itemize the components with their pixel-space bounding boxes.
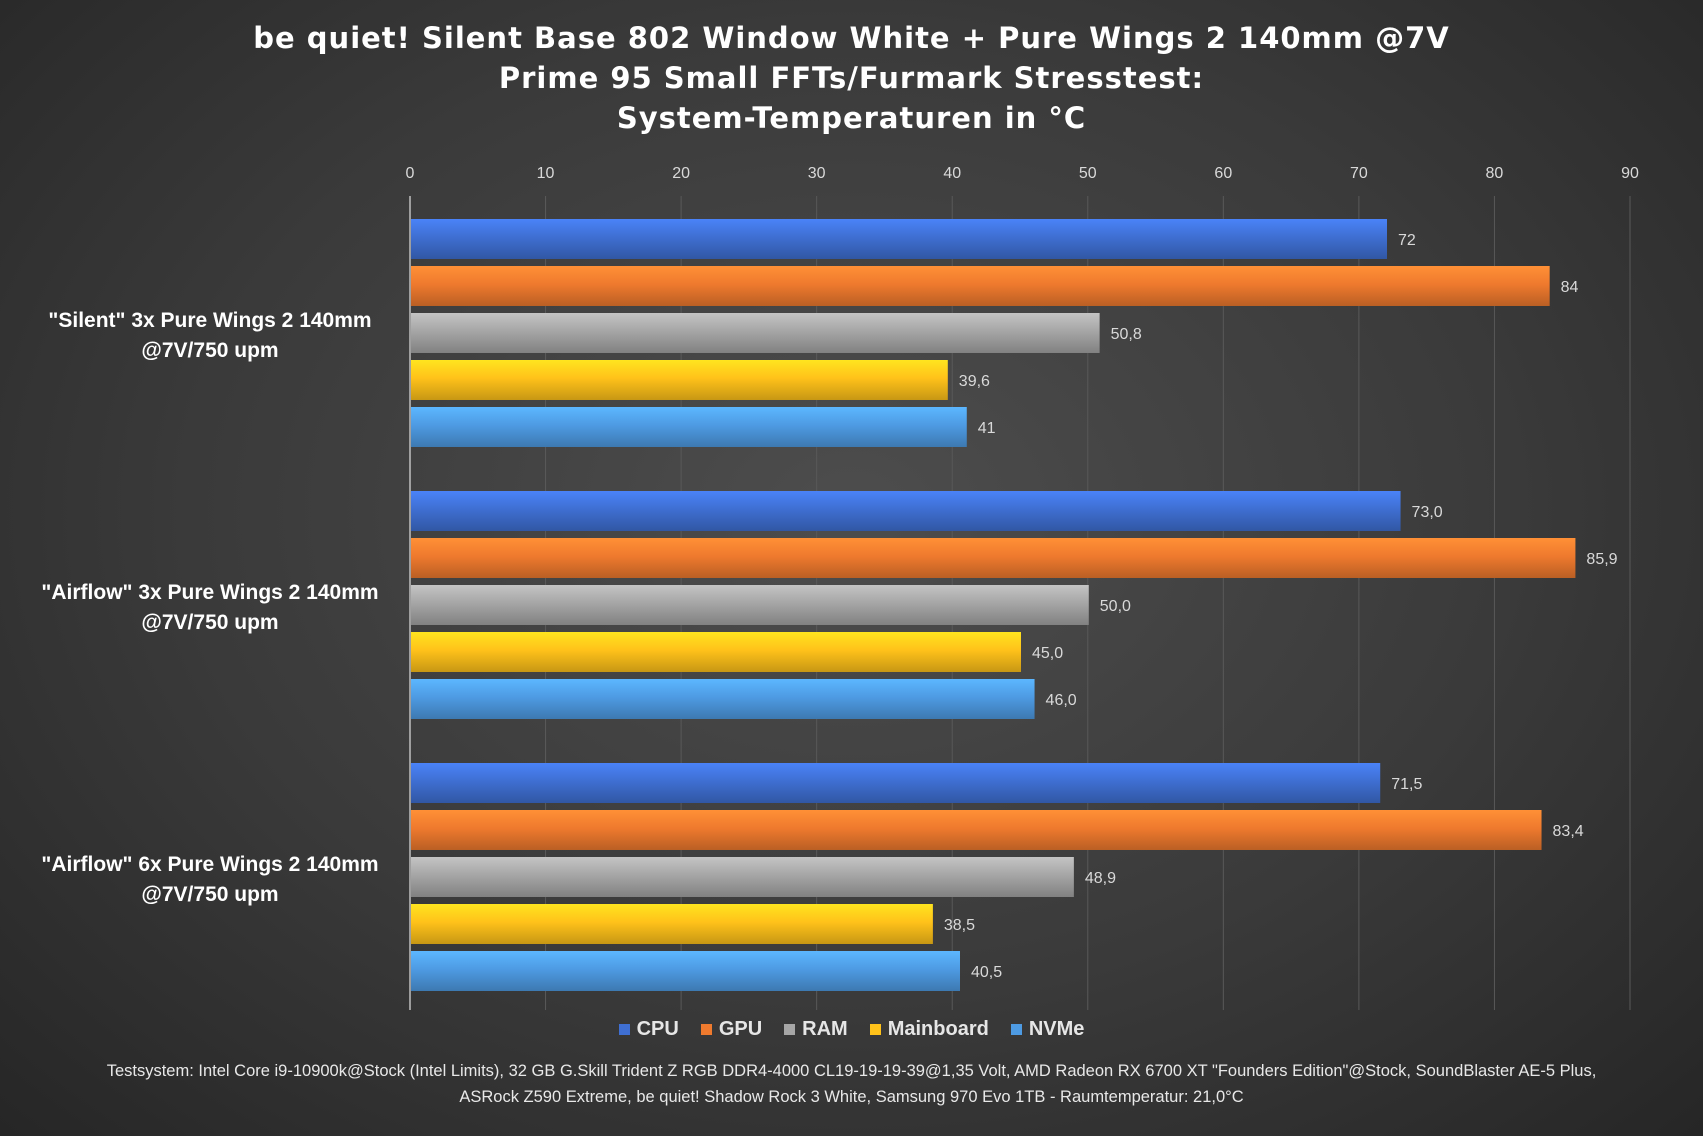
chart-title: be quiet! Silent Base 802 Window White +… bbox=[0, 18, 1703, 138]
category-label-line: @7V/750 upm bbox=[141, 339, 278, 362]
data-label: 38,5 bbox=[944, 917, 975, 934]
bar-gpu bbox=[411, 538, 1576, 578]
data-label: 50,8 bbox=[1111, 326, 1142, 343]
data-label: 41 bbox=[978, 420, 996, 437]
data-label: 48,9 bbox=[1085, 870, 1116, 887]
x-tick-label: 80 bbox=[1486, 165, 1504, 182]
bar-cpu bbox=[411, 491, 1401, 531]
category-label-line: "Silent" 3x Pure Wings 2 140mm bbox=[48, 309, 371, 332]
legend-label-cpu: CPU bbox=[636, 1018, 679, 1040]
x-tick-label: 70 bbox=[1350, 165, 1368, 182]
legend-item-gpu: GPU bbox=[700, 1018, 763, 1041]
x-tick-label: 50 bbox=[1079, 165, 1097, 182]
footnote-line-1: Testsystem: Intel Core i9-10900k@Stock (… bbox=[106, 1062, 1597, 1080]
data-label: 84 bbox=[1561, 279, 1579, 296]
category-label-line: "Airflow" 6x Pure Wings 2 140mm bbox=[41, 853, 378, 876]
legend-item-nvme: NVMe bbox=[1010, 1018, 1085, 1041]
x-tick-label: 10 bbox=[537, 165, 555, 182]
category-label-line: @7V/750 upm bbox=[141, 883, 278, 906]
category-label-line: "Airflow" 3x Pure Wings 2 140mm bbox=[41, 581, 378, 604]
x-tick-label: 90 bbox=[1621, 165, 1639, 182]
chart-title-line-1: be quiet! Silent Base 802 Window White +… bbox=[253, 21, 1450, 55]
bar-nvme bbox=[411, 679, 1035, 719]
data-label: 39,6 bbox=[959, 373, 990, 390]
data-label: 85,9 bbox=[1586, 551, 1617, 568]
category-label: "Silent" 3x Pure Wings 2 140mm @7V/750 up… bbox=[48, 309, 371, 362]
category-label: "Airflow" 3x Pure Wings 2 140mm @7V/750 u… bbox=[41, 581, 378, 634]
chart-title-line-2: Prime 95 Small FFTs/Furmark Stresstest: bbox=[498, 61, 1205, 95]
bar-ram bbox=[411, 585, 1089, 625]
legend-label-ram: RAM bbox=[802, 1018, 848, 1040]
bar-cpu bbox=[411, 219, 1387, 259]
category-label: "Airflow" 6x Pure Wings 2 140mm @7V/750 u… bbox=[41, 853, 378, 906]
data-label: 50,0 bbox=[1100, 598, 1131, 615]
x-tick-label: 0 bbox=[406, 165, 415, 182]
bar-cpu bbox=[411, 763, 1381, 803]
bar-gpu bbox=[411, 266, 1550, 306]
legend-label-mainboard: Mainboard bbox=[887, 1018, 989, 1040]
bar-ram bbox=[411, 857, 1074, 897]
data-label: 45,0 bbox=[1032, 645, 1063, 662]
legend-swatch-gpu bbox=[700, 1024, 712, 1035]
legend-item-cpu: CPU bbox=[618, 1018, 679, 1041]
bar-nvme bbox=[411, 951, 960, 991]
data-label: 40,5 bbox=[971, 964, 1002, 981]
footnote-line-2: ASRock Z590 Extreme, be quiet! Shadow Ro… bbox=[459, 1088, 1244, 1106]
legend-swatch-mainboard bbox=[869, 1024, 881, 1035]
legend-swatch-nvme bbox=[1010, 1024, 1022, 1035]
bar-ram bbox=[411, 313, 1100, 353]
legend-label-gpu: GPU bbox=[718, 1018, 763, 1040]
data-label: 71,5 bbox=[1391, 776, 1422, 793]
test-system-footnote: Testsystem: Intel Core i9-10900k@Stock (… bbox=[0, 1058, 1703, 1110]
legend-label-nvme: NVMe bbox=[1028, 1018, 1085, 1040]
chart-legend: CPU GPU RAM Mainboard NVMe bbox=[0, 1018, 1703, 1041]
category-label-line: @7V/750 upm bbox=[141, 611, 278, 634]
bar-mainboard bbox=[411, 632, 1021, 672]
data-label: 72 bbox=[1398, 232, 1416, 249]
bar-nvme bbox=[411, 407, 967, 447]
legend-swatch-cpu bbox=[618, 1024, 630, 1035]
x-tick-label: 40 bbox=[943, 165, 961, 182]
legend-item-ram: RAM bbox=[784, 1018, 848, 1041]
data-label: 83,4 bbox=[1553, 823, 1584, 840]
x-tick-label: 60 bbox=[1214, 165, 1232, 182]
chart-title-line-3: System-Temperaturen in °C bbox=[616, 101, 1087, 135]
bar-mainboard bbox=[411, 904, 933, 944]
data-label: 73,0 bbox=[1412, 504, 1443, 521]
x-tick-label: 30 bbox=[808, 165, 826, 182]
legend-item-mainboard: Mainboard bbox=[869, 1018, 989, 1041]
x-tick-label: 20 bbox=[672, 165, 690, 182]
bar-mainboard bbox=[411, 360, 948, 400]
legend-swatch-ram bbox=[784, 1024, 796, 1035]
bar-gpu bbox=[411, 810, 1542, 850]
data-label: 46,0 bbox=[1046, 692, 1077, 709]
bar-chart-plot: 0 10 20 30 40 50 60 70 80 90 72 84 50,8 39,6 41 "Silent… bbox=[41, 165, 1639, 1010]
